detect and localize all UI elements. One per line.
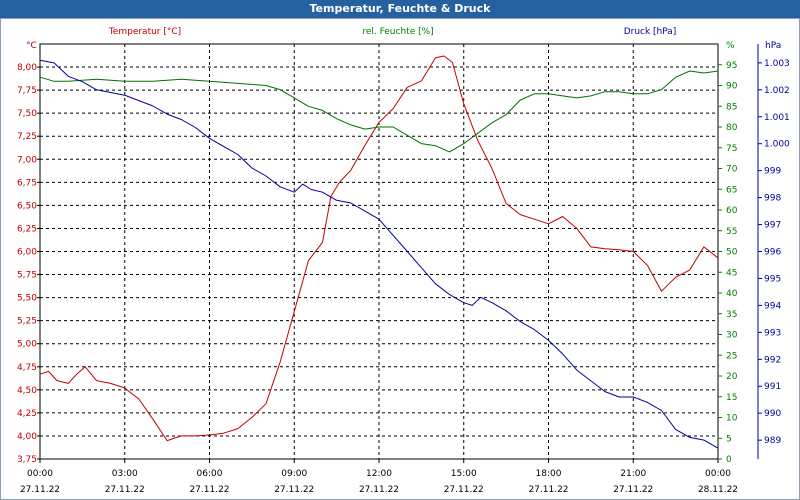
tick-label-temperature: 3,75: [17, 455, 37, 465]
tick-label-date: 27.11.22: [274, 485, 314, 495]
tick-label-pressure: 991: [764, 382, 781, 392]
tick-label-date: 27.11.22: [528, 485, 568, 495]
tick-label-temperature: 5,00: [17, 340, 37, 350]
tick-label-humidity: 25: [726, 351, 737, 361]
tick-label-pressure: 997: [764, 221, 781, 231]
tick-label-pressure: 1.001: [764, 113, 790, 123]
tick-label-time: 06:00: [197, 469, 223, 479]
tick-label-humidity: 80: [726, 123, 738, 133]
chart-title: Temperatur, Feuchte & Druck: [0, 0, 800, 18]
tick-label-humidity: 85: [726, 102, 737, 112]
tick-label-temperature: 4,00: [17, 432, 37, 442]
tick-label-temperature: 6,75: [17, 178, 37, 188]
tick-label-pressure: 995: [764, 274, 781, 284]
legend-temperature: Temperatur [°C]: [108, 27, 181, 37]
tick-label-pressure: 1.003: [764, 59, 790, 69]
tick-label-pressure: 993: [764, 328, 781, 338]
tick-label-date: 27.11.22: [20, 485, 60, 495]
tick-label-time: 12:00: [366, 469, 392, 479]
legend-pressure: Druck [hPa]: [624, 27, 677, 37]
axes: [37, 44, 762, 463]
tick-label-humidity: 65: [726, 185, 737, 195]
tick-label-pressure: 990: [764, 409, 781, 419]
tick-label-pressure: 992: [764, 355, 781, 365]
tick-label-temperature: 6,25: [17, 224, 37, 234]
tick-label-temperature: 8,00: [17, 63, 37, 73]
tick-label-humidity: 35: [726, 310, 737, 320]
legend-humidity: rel. Feuchte [%]: [362, 27, 433, 37]
tick-label-temperature: 7,50: [17, 109, 37, 119]
tick-label-humidity: 95: [726, 61, 737, 71]
tick-label-pressure: 994: [764, 301, 781, 311]
tick-label-humidity: 60: [726, 206, 738, 216]
tick-label-pressure: 996: [764, 248, 781, 258]
grid: [39, 43, 719, 460]
chart-area: 3,75 4,00 4,25 4,50 4,75 5,00 5,25 5,50 5,75 6,00…: [17, 27, 790, 495]
tick-label-date: 27.11.22: [444, 485, 484, 495]
tick-label-humidity: 75: [726, 144, 737, 154]
tick-label-temperature: 5,50: [17, 294, 37, 304]
tick-label-pressure: 989: [764, 436, 781, 446]
tick-label-date: 27.11.22: [613, 485, 653, 495]
tick-label-humidity: 45: [726, 268, 737, 278]
tick-label-time: 09:00: [281, 469, 307, 479]
series-group: [39, 55, 719, 449]
tick-label-date: 27.11.22: [359, 485, 399, 495]
tick-label-humidity: 0: [726, 455, 732, 465]
tick-label-time: 00:00: [705, 469, 731, 479]
tick-label-humidity: 10: [726, 414, 738, 424]
tick-label-temperature: 6,50: [17, 201, 37, 211]
tick-label-date: 27.11.22: [189, 485, 229, 495]
axis-labels: 3,75 4,00 4,25 4,50 4,75 5,00 5,25 5,50 5,75 6,00…: [17, 27, 790, 495]
unit-humidity: %: [726, 41, 735, 51]
tick-label-humidity: 55: [726, 227, 737, 237]
tick-label-temperature: 5,25: [17, 317, 37, 327]
tick-label-date: 28.11.22: [698, 485, 738, 495]
tick-label-pressure: 998: [764, 194, 781, 204]
tick-label-temperature: 6,00: [17, 248, 37, 258]
tick-label-humidity: 70: [726, 165, 738, 175]
tick-label-temperature: 7,00: [17, 155, 37, 165]
tick-label-humidity: 50: [726, 248, 738, 258]
tick-label-humidity: 90: [726, 82, 738, 92]
tick-label-temperature: 4,25: [17, 409, 37, 419]
tick-label-time: 15:00: [451, 469, 477, 479]
tick-label-pressure: 1.002: [764, 86, 790, 96]
tick-label-temperature: 4,75: [17, 363, 37, 373]
tick-label-time: 00:00: [27, 469, 53, 479]
tick-label-humidity: 5: [726, 434, 732, 444]
tick-label-time: 18:00: [536, 469, 562, 479]
tick-label-humidity: 40: [726, 289, 738, 299]
tick-label-humidity: 15: [726, 393, 737, 403]
series-temperature: [39, 55, 719, 442]
tick-label-temperature: 5,75: [17, 271, 37, 281]
tick-label-temperature: 4,50: [17, 386, 37, 396]
unit-temperature: °C: [26, 41, 37, 51]
series-pressure: [39, 59, 719, 449]
tick-label-date: 27.11.22: [105, 485, 145, 495]
tick-label-pressure: 999: [764, 167, 781, 177]
tick-label-pressure: 1.000: [764, 140, 790, 150]
tick-label-humidity: 30: [726, 331, 738, 341]
unit-pressure: hPa: [765, 41, 781, 51]
series-humidity: [39, 70, 719, 153]
tick-label-temperature: 7,25: [17, 132, 37, 142]
tick-label-humidity: 20: [726, 372, 738, 382]
tick-label-temperature: 7,75: [17, 86, 37, 96]
tick-label-time: 21:00: [620, 469, 646, 479]
tick-label-time: 03:00: [112, 469, 138, 479]
